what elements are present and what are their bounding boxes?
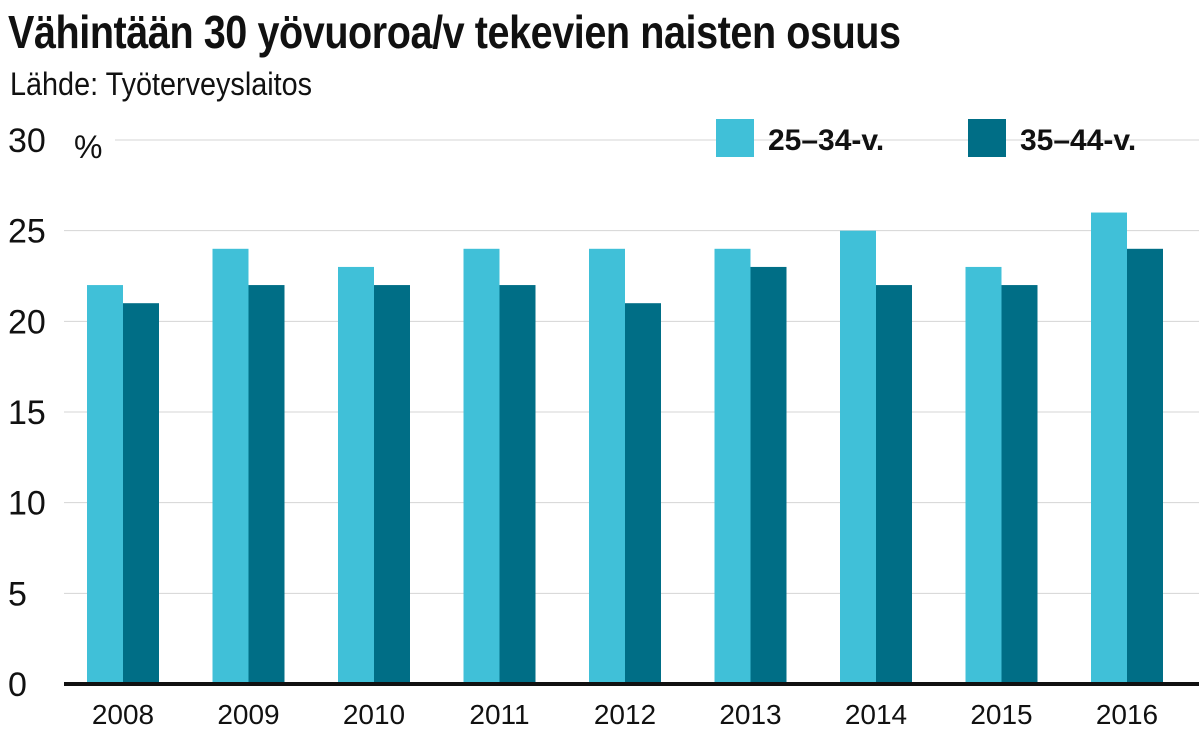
bar-series1-2012 (589, 248, 625, 685)
chart-title: Vähintään 30 yövuoroa/v tekevien naisten… (8, 6, 901, 58)
x-tick-label: 2012 (594, 699, 656, 730)
y-tick-label: 0 (8, 666, 27, 704)
legend-label: 25–34-v. (768, 124, 884, 157)
chart-source: Lähde: Työterveyslaitos (10, 66, 313, 102)
x-tick-label: 2016 (1096, 699, 1158, 730)
x-tick-labels: 2008 2009 2010 2011 2012 2013 2014 2015 2016 (92, 699, 1158, 730)
bar-series1-2014 (840, 230, 876, 684)
x-tick-label: 2010 (343, 699, 405, 730)
x-tick-label: 2014 (845, 699, 907, 730)
legend-label: 35–44-v. (1020, 124, 1136, 157)
legend-swatch (968, 119, 1006, 157)
y-tick-label: 20 (8, 303, 46, 341)
y-tick-label: 15 (8, 394, 46, 432)
bar-series2-2014 (876, 285, 912, 684)
bar-series2-2016 (1127, 248, 1163, 685)
bar-series2-2009 (248, 285, 285, 684)
bar-series1-2016 (1091, 212, 1127, 685)
x-tick-label: 2013 (719, 699, 781, 730)
bars (87, 212, 1163, 685)
bar-series1-2015 (965, 266, 1002, 684)
bar-series2-2010 (374, 285, 410, 684)
bar-series2-2012 (625, 303, 661, 684)
y-unit-label: % (74, 129, 102, 165)
bar-series2-2013 (750, 266, 787, 684)
y-tick-label: 10 (8, 485, 46, 523)
y-tick-label: 5 (8, 575, 27, 613)
y-tick-label: 25 (8, 213, 46, 251)
bar-series1-2010 (338, 266, 374, 684)
legend: 25–34-v. 35–44-v. (716, 119, 1136, 157)
y-tick-labels: 0 5 10 15 20 25 30 (8, 122, 46, 704)
bar-series1-2008 (87, 285, 123, 684)
y-tick-label: 30 (8, 122, 46, 160)
x-tick-label: 2008 (92, 699, 154, 730)
x-tick-label: 2015 (970, 699, 1032, 730)
x-tick-label: 2009 (217, 699, 279, 730)
bar-series1-2009 (212, 248, 249, 685)
legend-swatch (716, 119, 754, 157)
bar-series1-2011 (463, 248, 500, 685)
bar-series2-2011 (499, 285, 536, 684)
bar-series2-2008 (123, 303, 159, 684)
x-tick-label: 2011 (469, 699, 529, 730)
bar-series2-2015 (1001, 285, 1038, 684)
bar-series1-2013 (714, 248, 751, 685)
